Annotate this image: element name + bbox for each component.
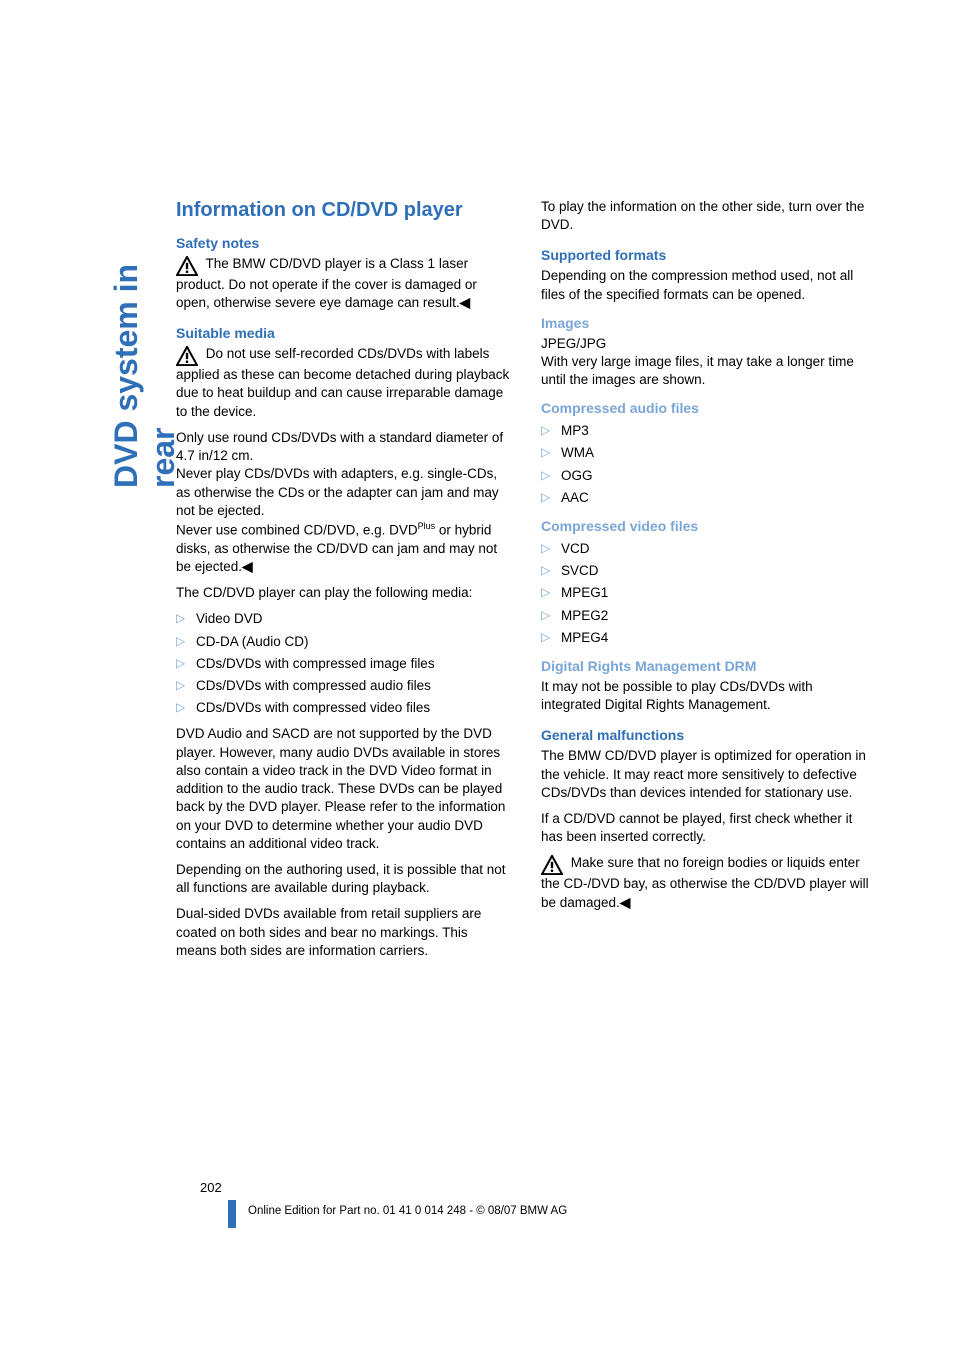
footer-text: Online Edition for Part no. 01 41 0 014 … [248, 1205, 567, 1217]
warning-icon [541, 855, 563, 875]
suitable-p3a: Never use combined CD/DVD, e.g. DVD [176, 522, 418, 537]
malfunctions-p1: The BMW CD/DVD player is optimized for o… [541, 747, 876, 802]
audio-list: MP3 WMA OGG AAC [541, 422, 876, 507]
heading-supported: Supported formats [541, 246, 876, 265]
footer-accent-bar [228, 1200, 236, 1228]
end-mark: ◀ [620, 894, 630, 912]
page-content: Information on CD/DVD player Safety note… [176, 198, 876, 968]
suitable-p2: Never play CDs/DVDs with adapters, e.g. … [176, 465, 511, 520]
heading-drm: Digital Rights Management DRM [541, 657, 876, 676]
warning-icon [176, 346, 198, 366]
left-column: Information on CD/DVD player Safety note… [176, 198, 511, 968]
safety-warning: The BMW CD/DVD player is a Class 1 laser… [176, 255, 511, 312]
supported-body: Depending on the compression method used… [541, 267, 876, 303]
suitable-warning: Do not use self-recorded CDs/DVDs with l… [176, 345, 511, 421]
right-intro: To play the information on the other sid… [541, 198, 876, 234]
list-item: CDs/DVDs with compressed audio files [176, 677, 511, 695]
warning-icon [176, 256, 198, 276]
malfunctions-warn-body: Make sure that no foreign bodies or liqu… [541, 855, 869, 909]
suitable-p4: The CD/DVD player can play the following… [176, 584, 511, 602]
list-item: CD-DA (Audio CD) [176, 633, 511, 651]
heading-malfunctions: General malfunctions [541, 726, 876, 745]
safety-body: The BMW CD/DVD player is a Class 1 laser… [176, 256, 477, 310]
media-list: Video DVD CD-DA (Audio CD) CDs/DVDs with… [176, 610, 511, 717]
list-item: Video DVD [176, 610, 511, 628]
list-item: OGG [541, 467, 876, 485]
suitable-warn-body: Do not use self-recorded CDs/DVDs with l… [176, 346, 509, 418]
list-item: VCD [541, 540, 876, 558]
suitable-p6: Depending on the authoring used, it is p… [176, 861, 511, 897]
end-mark: ◀ [460, 294, 470, 312]
suitable-p3sup: Plus [418, 521, 436, 531]
images-body: With very large image files, it may take… [541, 353, 876, 389]
list-item: MPEG1 [541, 584, 876, 602]
images-sub: JPEG/JPG [541, 335, 876, 353]
malfunctions-p2: If a CD/DVD cannot be played, first chec… [541, 810, 876, 846]
list-item: MPEG4 [541, 629, 876, 647]
heading-suitable: Suitable media [176, 324, 511, 343]
drm-body: It may not be possible to play CDs/DVDs … [541, 678, 876, 714]
heading-audio: Compressed audio files [541, 399, 876, 418]
list-item: WMA [541, 444, 876, 462]
list-item: CDs/DVDs with compressed video files [176, 699, 511, 717]
list-item: MPEG2 [541, 607, 876, 625]
suitable-p3: Never use combined CD/DVD, e.g. DVDPlus … [176, 520, 511, 576]
heading-images: Images [541, 314, 876, 333]
side-tab-title: DVD system in rear [108, 198, 148, 488]
list-item: SVCD [541, 562, 876, 580]
heading-video: Compressed video files [541, 517, 876, 536]
right-column: To play the information on the other sid… [541, 198, 876, 968]
suitable-p7: Dual-sided DVDs available from retail su… [176, 905, 511, 960]
list-item: CDs/DVDs with compressed image files [176, 655, 511, 673]
page-number: 202 [200, 1180, 222, 1195]
suitable-p1: Only use round CDs/DVDs with a standard … [176, 429, 511, 465]
suitable-p5: DVD Audio and SACD are not supported by … [176, 725, 511, 853]
list-item: MP3 [541, 422, 876, 440]
video-list: VCD SVCD MPEG1 MPEG2 MPEG4 [541, 540, 876, 647]
section-title: Information on CD/DVD player [176, 198, 511, 222]
end-mark: ◀ [242, 558, 252, 576]
list-item: AAC [541, 489, 876, 507]
malfunctions-warning: Make sure that no foreign bodies or liqu… [541, 854, 876, 911]
heading-safety: Safety notes [176, 234, 511, 253]
